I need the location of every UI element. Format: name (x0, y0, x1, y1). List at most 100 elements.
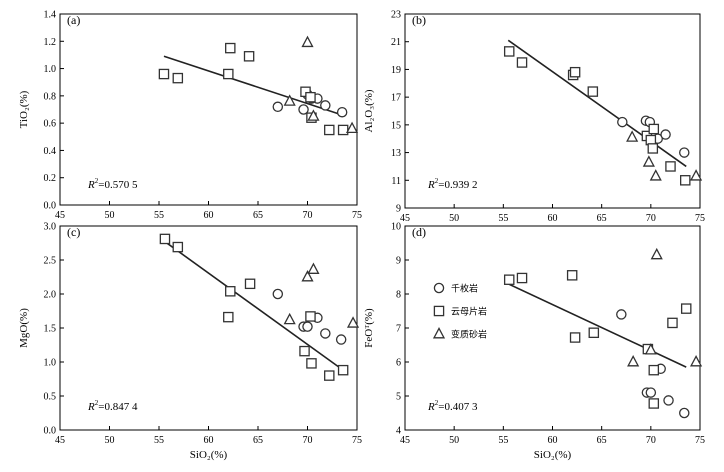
x-tick-label: 55 (154, 435, 164, 446)
data-point-square (223, 311, 234, 323)
x-tick-label: 45 (55, 210, 65, 221)
data-point-square (172, 241, 184, 253)
data-point-circle (320, 100, 331, 111)
legend-marker-triangle (432, 327, 446, 339)
data-point-circle (616, 309, 627, 320)
data-point-square (299, 345, 310, 357)
x-tick-label: 70 (303, 210, 313, 221)
y-tick-label: 15 (391, 120, 401, 131)
data-point-triangle (689, 355, 703, 367)
data-point-triangle (283, 94, 296, 106)
y-tick-label: 2.0 (44, 290, 57, 301)
x-tick-label: 50 (105, 435, 115, 446)
data-point-square (680, 175, 691, 186)
data-point-square (225, 42, 236, 54)
x-tick-label: 45 (55, 435, 65, 446)
x-tick-label: 65 (253, 210, 263, 221)
x-tick-label: 65 (597, 435, 607, 446)
x-axis-label: SiO₂(%) (534, 449, 572, 461)
data-point-square (503, 46, 515, 57)
data-point-circle (663, 395, 674, 406)
y-tick-label: 1.0 (44, 358, 57, 369)
y-tick-label: 17 (391, 93, 401, 104)
x-tick-label: 60 (548, 435, 558, 446)
x-tick-label: 75 (695, 213, 705, 224)
x-axis-label: SiO₂(%) (190, 449, 228, 461)
data-point-circle (679, 407, 690, 419)
data-point-square (244, 278, 256, 290)
y-tick-label: 0.4 (44, 146, 57, 157)
y-tick-label: 9 (396, 204, 401, 215)
legend-label: 云母片岩 (451, 306, 487, 318)
y-tick-label: 19 (391, 65, 401, 76)
data-point-triangle (345, 121, 359, 134)
y-tick-label: 9 (396, 256, 401, 267)
regression-line (163, 240, 344, 371)
data-point-square (647, 143, 659, 154)
data-point-square (337, 364, 349, 376)
data-point-triangle (301, 270, 314, 282)
y-tick-label: 4 (396, 426, 401, 437)
data-point-square (665, 161, 676, 172)
y-tick-label: 2.5 (44, 256, 57, 267)
data-point-circle (335, 334, 347, 345)
legend-marker-circle (433, 282, 445, 294)
y-axis-label: MgO(%) (18, 308, 30, 348)
data-point-triangle (650, 247, 663, 260)
y-tick-label: 6 (396, 358, 401, 369)
x-tick-label: 75 (695, 435, 705, 446)
data-point-triangle (644, 343, 657, 355)
x-tick-label: 75 (352, 210, 362, 221)
y-tick-label: 10 (391, 222, 401, 233)
data-point-square (648, 398, 660, 409)
y-tick-label: 0.0 (44, 201, 57, 212)
data-point-square (337, 124, 349, 136)
data-point-triangle (283, 312, 296, 325)
data-point-circle (272, 288, 284, 300)
panel-label: (d) (412, 225, 426, 239)
data-point-triangle (626, 130, 639, 142)
data-point-square (243, 51, 255, 62)
legend-item: 千枚岩 (433, 282, 478, 295)
legend-label: 变质砂岩 (451, 329, 487, 341)
panel-label: (c) (67, 225, 80, 239)
y-tick-label: 1.4 (44, 10, 57, 21)
regression-line (163, 55, 343, 116)
data-point-circle (272, 101, 284, 113)
x-tick-label: 70 (646, 435, 656, 446)
data-point-square (516, 272, 528, 284)
data-point-square (588, 327, 600, 339)
x-tick-label: 55 (498, 213, 508, 224)
x-tick-label: 50 (105, 210, 115, 221)
r-squared-label: R2=0.939 2 (427, 177, 477, 191)
data-point-triangle (346, 316, 360, 328)
legend-marker-square (433, 305, 445, 317)
data-point-square (324, 370, 335, 381)
y-tick-label: 8 (396, 290, 401, 301)
x-tick-label: 75 (352, 435, 362, 446)
panel-d: 45 50 55 60 65 70 7545678910FeOᵀ(%)SiO₂(%)(d)R… (363, 222, 705, 462)
panel-c: 45 50 55 60 65 70 75 0.0 0.5 1.0 1.5 2.0 2.5 3.0 MgO(%… (18, 222, 362, 462)
y-tick-label: 0.2 (44, 173, 57, 184)
r-squared-label: R2=0.407 3 (427, 399, 478, 413)
data-point-square (680, 303, 692, 314)
data-point-square (569, 332, 581, 343)
y-axis-label: Al₂O₃(%) (363, 89, 375, 132)
x-tick-label: 60 (204, 435, 214, 446)
data-point-square (223, 68, 234, 80)
data-point-square (667, 317, 678, 329)
y-tick-label: 23 (391, 10, 401, 21)
y-tick-label: 5 (396, 392, 401, 403)
data-point-circle (645, 387, 657, 398)
panel-label: (a) (67, 13, 80, 27)
data-point-square (305, 311, 316, 322)
x-tick-label: 70 (303, 435, 313, 446)
y-tick-label: 1.2 (44, 37, 57, 48)
y-tick-label: 11 (391, 176, 401, 187)
x-tick-label: 60 (204, 210, 214, 221)
y-tick-label: 0.5 (44, 392, 57, 403)
data-point-circle (679, 147, 690, 158)
data-point-square (587, 86, 599, 97)
